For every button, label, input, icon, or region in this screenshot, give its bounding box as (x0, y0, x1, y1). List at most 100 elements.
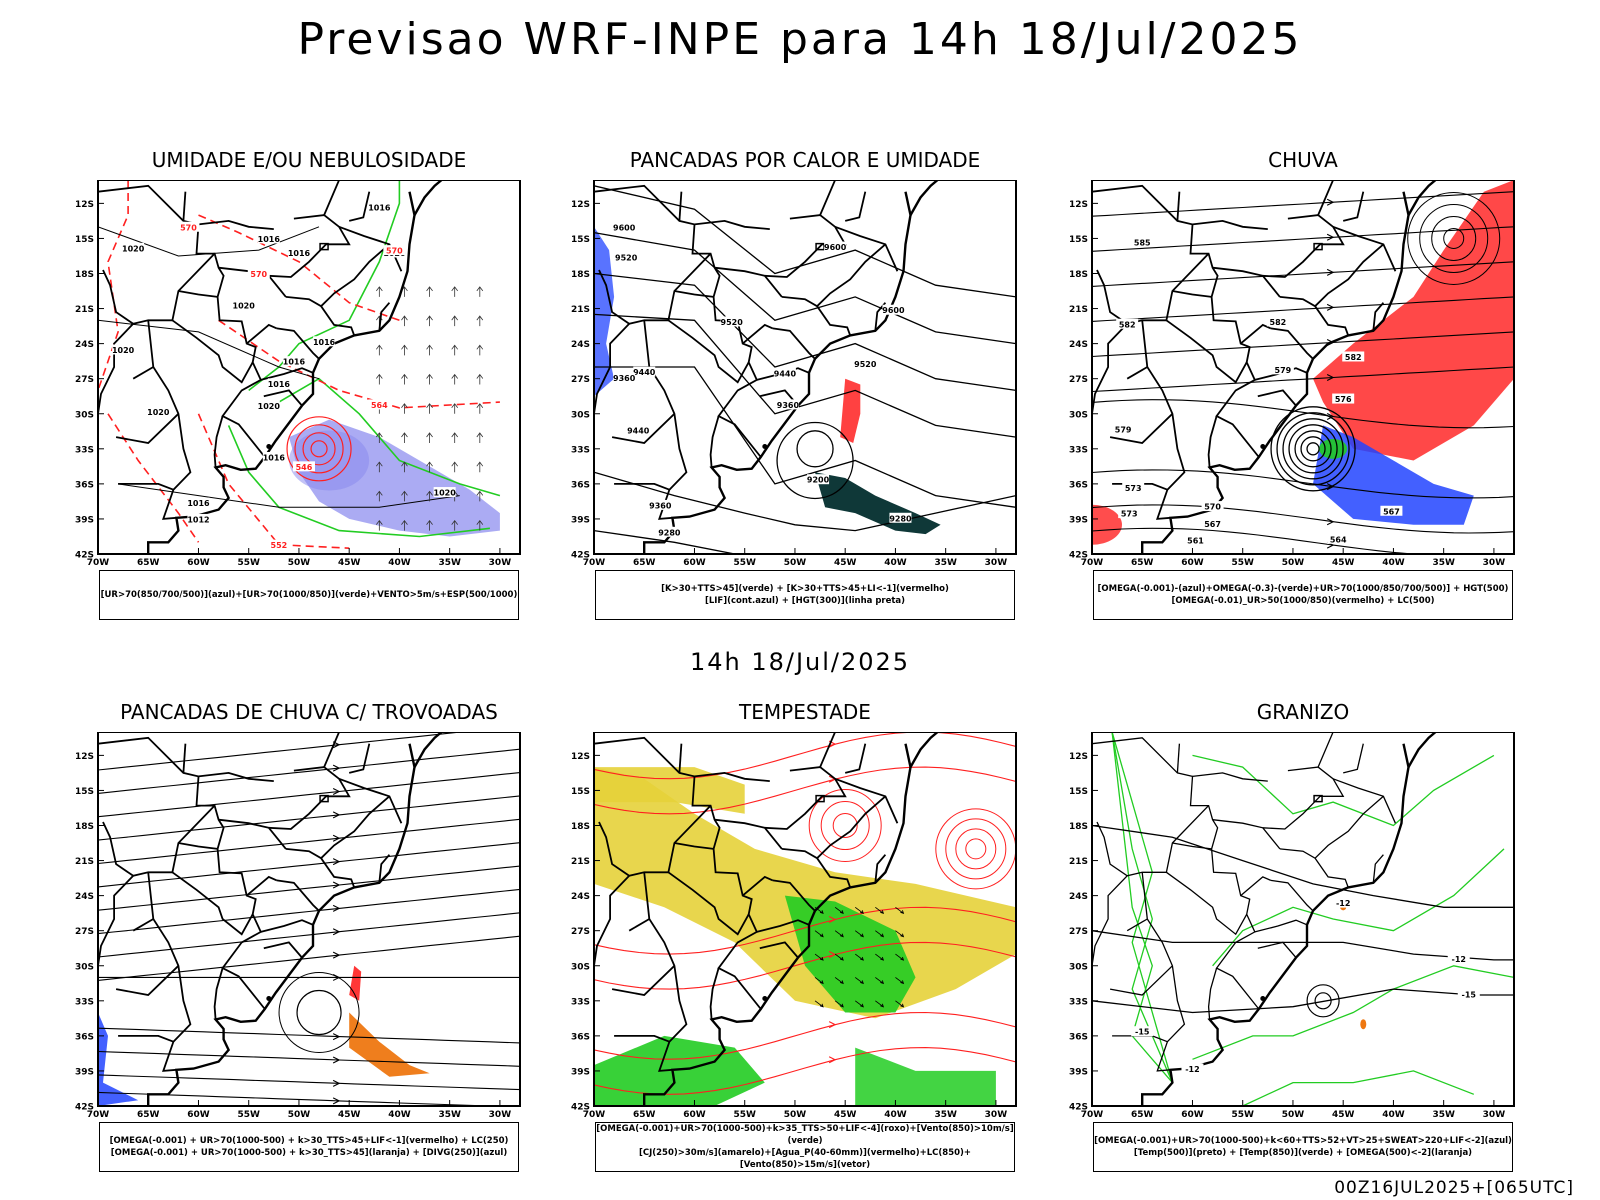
contour-label: 9440 (774, 369, 797, 378)
contour-label: 546 (296, 463, 313, 472)
x-tick-label: 35W (1432, 558, 1455, 568)
political-border (320, 243, 390, 307)
y-tick-label: 27S (571, 927, 590, 937)
x-tick-label: 70W (1081, 558, 1104, 568)
y-tick-label: 18S (571, 822, 590, 832)
panel-title-2: PANCADAS POR CALOR E UMIDADE (629, 148, 981, 172)
streamline (1092, 191, 1514, 217)
pressure-contour-850 (832, 813, 858, 838)
x-tick-label: 30W (489, 558, 512, 568)
political-border (1240, 876, 1272, 897)
political-border (1270, 327, 1314, 360)
contour-label-bg (257, 233, 280, 244)
political-border (1332, 225, 1397, 272)
height-contour (796, 430, 834, 468)
contour-label: 1016 (368, 203, 391, 212)
y-tick-label: 39S (75, 1067, 94, 1077)
political-border (98, 875, 134, 966)
omega-area (1313, 425, 1474, 525)
political-border (1109, 413, 1174, 444)
y-tick-label: 42S (1069, 1103, 1088, 1113)
contour-label: 9440 (627, 427, 650, 436)
wind-vector (401, 315, 408, 327)
wind-vector (476, 373, 484, 385)
political-border (323, 732, 340, 768)
y-tick-label: 30S (1069, 962, 1088, 972)
wind-vector (426, 490, 433, 502)
y-tick-label: 21S (1069, 305, 1088, 315)
political-border (781, 848, 852, 888)
streamline (98, 1050, 520, 1067)
political-border (598, 804, 712, 877)
political-border (709, 967, 720, 1020)
x-tick-label: 35W (438, 1110, 461, 1120)
coastline (909, 180, 939, 216)
thickness-contour (218, 319, 500, 409)
y-tick-label: 27S (571, 375, 590, 385)
political-border (667, 871, 750, 936)
wind-vector (476, 315, 484, 327)
coastline (643, 191, 912, 554)
thickness-contour (302, 432, 336, 466)
humidity-low-contour (227, 425, 490, 538)
streamline-arrow (1326, 233, 1335, 241)
y-tick-label: 36S (75, 1032, 94, 1042)
panel-legend-1: [UR>70(850/700/500)](azul)+[UR>70(1000/8… (99, 570, 519, 620)
contour-label: 1016 (187, 499, 210, 508)
contour-label: 1016 (313, 338, 336, 347)
political-border (674, 290, 714, 298)
political-border (678, 743, 683, 773)
contour-label-bg (1112, 423, 1135, 434)
wind-vector (376, 373, 383, 385)
contour-label: 573 (1125, 484, 1142, 493)
contour-label: 1020 (233, 302, 256, 311)
x-tick-label: 65W (633, 1110, 656, 1120)
streamline (594, 941, 1016, 990)
pressure-contour-850 (820, 801, 870, 850)
political-border (1240, 323, 1272, 345)
temp-500-contour (1306, 984, 1340, 1018)
political-border (614, 483, 670, 491)
height-contour (1306, 442, 1320, 456)
x-tick-label: 40W (884, 1110, 907, 1120)
thickness-contour (286, 416, 352, 482)
thickness-contour (98, 180, 129, 391)
contour-label: 9520 (721, 318, 744, 327)
contour-label-bg (267, 378, 290, 389)
contour-label: -12 (1336, 899, 1350, 908)
x-tick-label: 50W (288, 558, 311, 568)
contour-label-bg (658, 526, 681, 537)
x-tick-label: 45W (834, 558, 857, 568)
lake (266, 443, 272, 449)
y-tick-label: 24S (571, 340, 590, 350)
political-border (246, 323, 278, 345)
contour-label: 567 (1383, 507, 1400, 516)
contour-label: 567 (1204, 520, 1221, 529)
contour-label-bg (633, 366, 656, 377)
contour-label-bg (177, 221, 200, 232)
streamline (594, 766, 1016, 815)
political-border (611, 965, 676, 996)
x-tick-label: 40W (388, 558, 411, 568)
political-border (1262, 766, 1345, 830)
political-border (98, 323, 134, 414)
wind-vector (854, 977, 864, 985)
x-tick-label: 65W (137, 1110, 160, 1120)
y-tick-label: 24S (75, 892, 94, 902)
wind-vector (401, 519, 408, 531)
footer-run-info: 00Z16JUL2025+[065UTC] (1334, 1178, 1574, 1198)
y-tick-label: 27S (1069, 927, 1088, 937)
thunder-orange-area (349, 1012, 430, 1077)
wind-vector (426, 432, 433, 443)
wind-vector (854, 953, 864, 961)
political-border (378, 302, 391, 331)
panel-legend-2: [K>30+TTS>45](verde) + [K>30+TTS>45+LI<-… (595, 570, 1015, 620)
political-border (844, 191, 867, 222)
x-tick-label: 45W (338, 558, 361, 568)
political-border (1314, 243, 1384, 307)
height-contour (1294, 430, 1332, 468)
temp-850-contour (1192, 754, 1495, 827)
streamline (98, 842, 520, 888)
wind-850-area (594, 1035, 765, 1106)
y-tick-label: 24S (75, 340, 94, 350)
